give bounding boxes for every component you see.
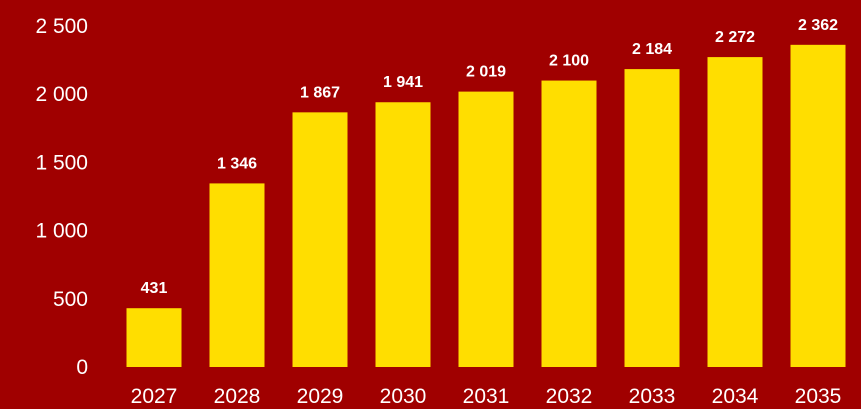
x-tick-label-2027: 2027 <box>131 385 178 408</box>
data-labels: 431 1 346 1 867 1 941 2 019 2 100 2 184 2 272 2 … <box>141 17 838 297</box>
x-tick-label-2030: 2030 <box>380 385 427 408</box>
y-tick-label: 1 000 <box>35 220 88 243</box>
x-tick-label-2035: 2035 <box>795 385 842 408</box>
data-label-2035: 2 362 <box>798 17 838 34</box>
bar-2028 <box>209 183 265 367</box>
data-label-2028: 1 346 <box>217 155 257 172</box>
x-tick-label-2033: 2033 <box>629 385 676 408</box>
y-tick-label: 0 <box>76 356 88 379</box>
bar-2034 <box>707 57 763 367</box>
x-axis: 2027 2028 2029 2030 2031 2032 2033 2034 2035 <box>131 385 842 408</box>
y-tick-label: 2 500 <box>35 15 88 38</box>
data-label-2027: 431 <box>141 280 168 297</box>
bar-2035 <box>790 44 846 367</box>
x-tick-label-2032: 2032 <box>546 385 593 408</box>
data-label-2031: 2 019 <box>466 64 506 81</box>
data-label-2032: 2 100 <box>549 53 589 70</box>
bar-2030 <box>375 102 431 368</box>
x-tick-label-2028: 2028 <box>214 385 261 408</box>
data-label-2029: 1 867 <box>300 84 340 101</box>
x-tick-label-2031: 2031 <box>463 385 510 408</box>
data-label-2033: 2 184 <box>632 41 672 58</box>
bar-2031 <box>458 91 514 367</box>
bar-2027 <box>126 308 182 367</box>
bar-2033 <box>624 69 680 367</box>
bar-2032 <box>541 80 597 367</box>
bar-series <box>126 44 846 368</box>
bar-2029 <box>292 112 348 367</box>
x-tick-label-2034: 2034 <box>712 385 759 408</box>
y-axis: 0 500 1 000 1 500 2 000 2 500 <box>35 15 88 379</box>
y-tick-label: 2 000 <box>35 83 88 106</box>
y-tick-label: 1 500 <box>35 151 88 174</box>
data-label-2030: 1 941 <box>383 74 423 91</box>
data-label-2034: 2 272 <box>715 29 755 46</box>
y-tick-label: 500 <box>53 288 88 311</box>
x-tick-label-2029: 2029 <box>297 385 344 408</box>
